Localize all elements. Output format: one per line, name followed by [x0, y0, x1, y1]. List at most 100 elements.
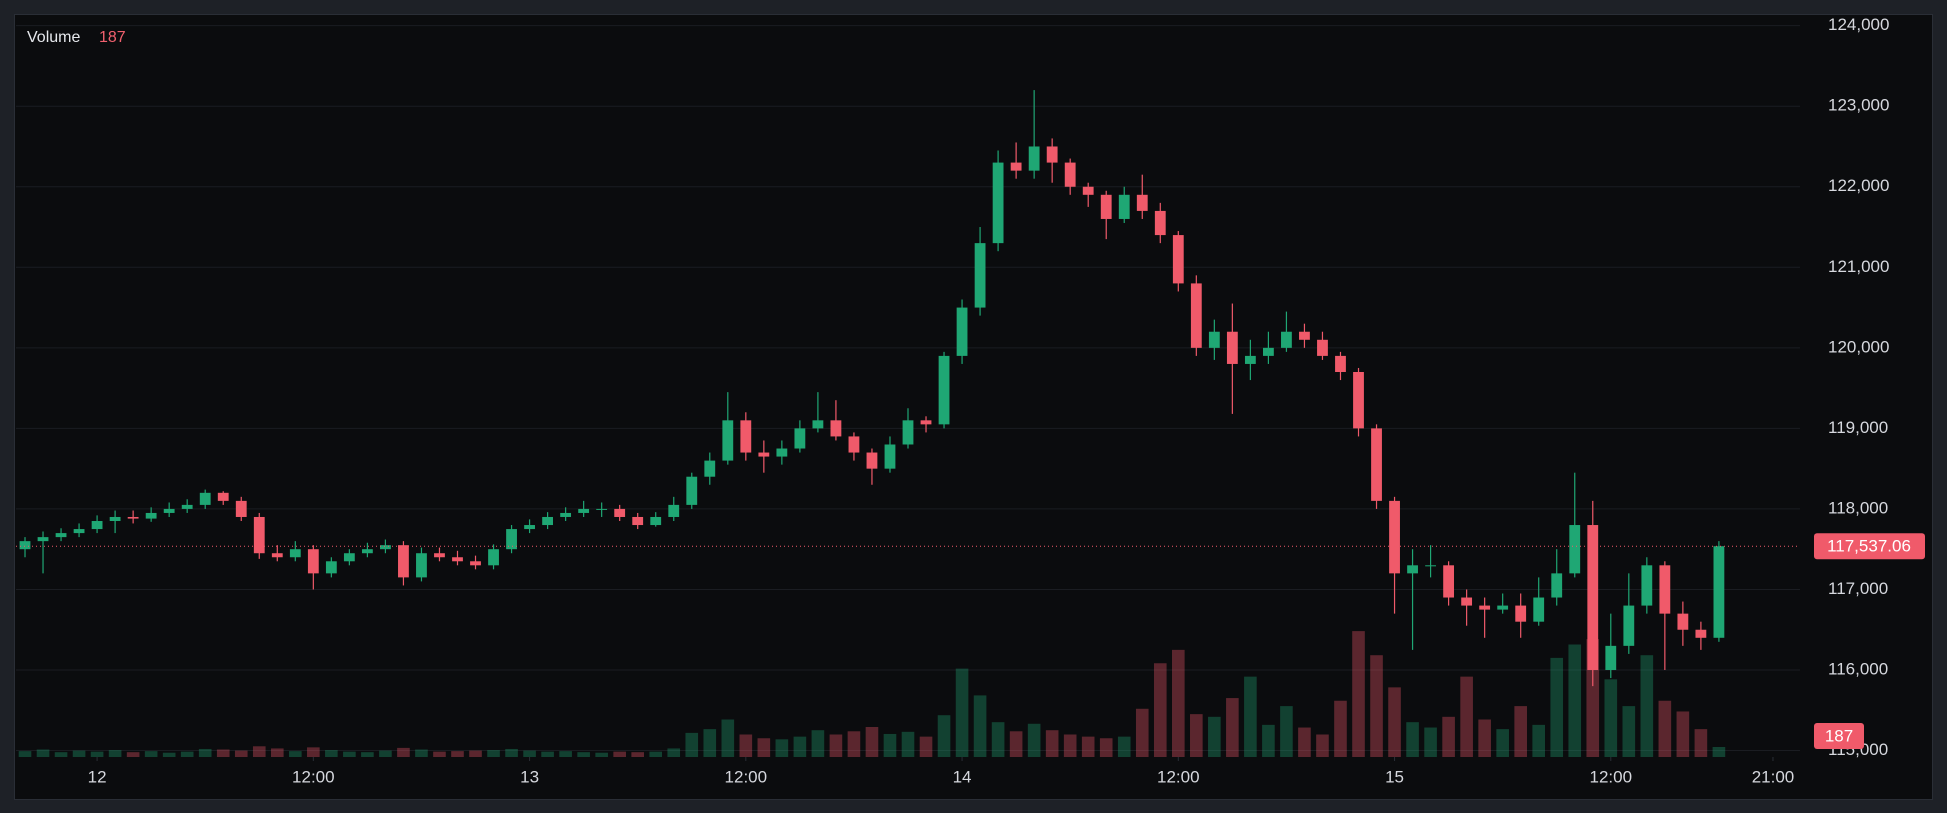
- candle-body: [722, 420, 734, 461]
- volume-bar: [1009, 731, 1023, 757]
- candle-body: [1317, 339, 1328, 356]
- y-tick-label: 122,000: [1828, 176, 1889, 195]
- volume-bar: [1406, 722, 1419, 757]
- candle-body: [253, 516, 265, 554]
- x-tick-label: 12:00: [1157, 767, 1200, 786]
- candle-body: [343, 553, 355, 562]
- candle-body: [542, 516, 554, 526]
- volume-bar: [252, 746, 266, 757]
- candle-body: [740, 420, 752, 453]
- volume-bar: [451, 751, 464, 757]
- candle-body: [1641, 565, 1653, 606]
- volume-bar: [559, 751, 572, 757]
- volume-bar: [1514, 706, 1527, 757]
- candle-body: [848, 436, 860, 453]
- candle-body: [902, 420, 914, 445]
- y-tick-label: 124,000: [1828, 15, 1889, 34]
- candle-body: [758, 452, 770, 457]
- candle-body: [1046, 146, 1058, 163]
- candle-body: [920, 420, 932, 425]
- candle-body: [1118, 194, 1130, 219]
- candle-body: [1082, 186, 1094, 195]
- candle-body: [1389, 500, 1400, 574]
- volume-bar: [577, 752, 590, 757]
- volume-bar: [1226, 698, 1239, 757]
- volume-bar: [1171, 649, 1185, 757]
- candle-body: [1299, 331, 1310, 340]
- candle-body: [452, 557, 463, 562]
- volume-bar: [307, 747, 320, 757]
- x-tick-label: 15: [1385, 767, 1404, 786]
- y-tick-label: 117,000: [1828, 579, 1888, 598]
- candle-body: [1695, 629, 1707, 638]
- volume-bar: [216, 749, 230, 757]
- volume-bar: [739, 734, 753, 757]
- volume-bar: [1694, 729, 1708, 757]
- volume-bar: [1081, 736, 1095, 757]
- candle-body: [1569, 525, 1581, 574]
- candle-body: [776, 448, 788, 457]
- candle-body: [235, 500, 247, 517]
- volume-bar: [793, 736, 807, 757]
- candle-body: [1371, 428, 1382, 501]
- volume-bar: [865, 727, 879, 757]
- volume-bar: [72, 750, 86, 757]
- volume-bar: [469, 750, 482, 757]
- candle-body: [470, 561, 481, 566]
- volume-bar: [1604, 679, 1618, 757]
- volume-bar: [1370, 655, 1383, 757]
- candle-body: [1010, 162, 1022, 171]
- candle-body: [794, 428, 806, 449]
- candle-body: [1281, 331, 1292, 348]
- candle-body: [866, 452, 878, 469]
- volume-bar: [811, 730, 825, 757]
- volume-bar: [1099, 738, 1113, 757]
- volume-bar: [1712, 746, 1726, 757]
- candle-body: [596, 508, 608, 510]
- volume-bar: [595, 752, 608, 757]
- candle-body: [109, 516, 121, 522]
- candle-body: [830, 420, 842, 437]
- candle-body: [1262, 347, 1274, 356]
- candle-body: [1479, 605, 1491, 610]
- candle-body: [1515, 605, 1527, 622]
- candle-body: [524, 525, 535, 530]
- candle-body: [1064, 162, 1076, 187]
- volume-bar: [1153, 663, 1167, 757]
- volume-bar: [667, 748, 681, 757]
- candle-body: [884, 444, 896, 469]
- volume-bar: [685, 732, 699, 757]
- volume-bar: [703, 729, 717, 757]
- volume-bar: [1640, 655, 1654, 757]
- volume-bar: [1063, 734, 1077, 757]
- x-tick-label: 12:00: [292, 767, 335, 786]
- volume-bar: [1352, 631, 1365, 757]
- volume-bar: [883, 733, 897, 757]
- volume-bar: [613, 751, 626, 757]
- candle-body: [217, 492, 229, 501]
- volume-bar: [1424, 727, 1437, 757]
- volume-bar: [1117, 736, 1131, 757]
- candle-body: [812, 420, 824, 429]
- candle-body: [704, 460, 716, 477]
- volume-bar: [54, 752, 68, 757]
- volume-bar: [36, 749, 50, 757]
- volume-bar: [1045, 730, 1059, 757]
- volume-bar: [973, 695, 987, 757]
- candle-body: [380, 545, 391, 550]
- volume-bar: [1298, 727, 1311, 757]
- volume-bar: [847, 731, 861, 757]
- candle-body: [1226, 331, 1238, 364]
- volume-bar: [505, 748, 518, 757]
- volume-bar: [415, 749, 428, 757]
- volume-bar: [1658, 700, 1672, 757]
- candle-body: [271, 553, 283, 558]
- volume-bar: [1208, 716, 1221, 757]
- volume-bar: [1496, 729, 1509, 757]
- volume-bar: [379, 750, 392, 757]
- candle-body: [1244, 355, 1256, 364]
- candle-body: [145, 512, 157, 519]
- volume-bar: [108, 750, 122, 757]
- last-price-label: 117,537.06: [1827, 537, 1911, 556]
- candle-body: [434, 553, 445, 558]
